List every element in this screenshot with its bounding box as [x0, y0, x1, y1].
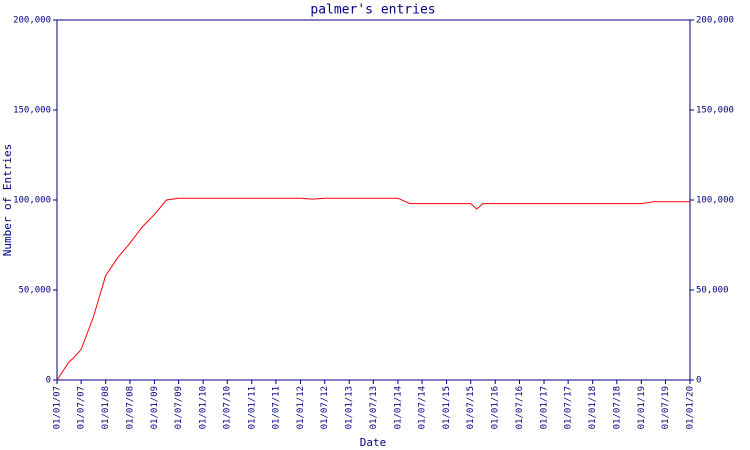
y2-tick-label: 50,000 [696, 286, 729, 296]
x-tick-label: 01/01/16 [491, 386, 501, 429]
y2-tick-label: 100,000 [696, 196, 734, 206]
y2-tick-label: 200,000 [696, 16, 734, 26]
x-tick-label: 01/01/10 [199, 386, 209, 429]
x-tick-label: 01/07/18 [612, 386, 622, 429]
data-line [56, 197, 690, 381]
x-tick-label: 01/01/20 [686, 386, 696, 429]
x-tick-label: 01/07/19 [661, 386, 671, 429]
x-tick-label: 01/07/11 [271, 386, 281, 429]
x-tick-label: 01/01/19 [637, 386, 647, 429]
x-tick-label: 01/07/10 [223, 386, 233, 429]
x-tick-label: 01/07/15 [466, 386, 476, 429]
plot-frame [56, 19, 691, 381]
x-tick-label: 01/07/14 [418, 386, 428, 429]
x-tick-label: 01/07/17 [564, 386, 574, 429]
y2-tick-label: 150,000 [696, 106, 734, 116]
x-tick-label: 01/01/17 [540, 386, 550, 429]
y-tick-label: 150,000 [13, 106, 51, 116]
y-tick-label: 50,000 [18, 286, 51, 296]
x-tick-label: 01/01/07 [53, 386, 63, 429]
x-tick-label: 01/01/18 [588, 386, 598, 429]
y-tick-label: 0 [46, 376, 51, 386]
x-tick-label: 01/07/13 [369, 386, 379, 429]
y-axis-title: Number of Entries [1, 144, 14, 257]
x-tick-label: 01/07/08 [125, 386, 135, 429]
x-tick-label: 01/01/11 [247, 386, 257, 429]
x-tick-label: 01/07/09 [174, 386, 184, 429]
x-tick-label: 01/07/12 [320, 386, 330, 429]
x-tick-label: 01/01/14 [393, 386, 403, 429]
x-tick-label: 01/07/07 [77, 386, 87, 429]
x-tick-label: 01/01/12 [296, 386, 306, 429]
x-tick-label: 01/01/09 [150, 386, 160, 429]
x-axis-title: Date [360, 436, 387, 449]
y2-tick-label: 0 [696, 376, 701, 386]
x-tick-label: 01/01/08 [101, 386, 111, 429]
y-tick-label: 200,000 [13, 16, 51, 26]
x-tick-label: 01/01/13 [345, 386, 355, 429]
chart-title: palmer's entries [310, 3, 435, 18]
x-tick-label: 01/01/15 [442, 386, 452, 429]
x-tick-label: 01/07/16 [515, 386, 525, 429]
y-tick-label: 100,000 [13, 196, 51, 206]
